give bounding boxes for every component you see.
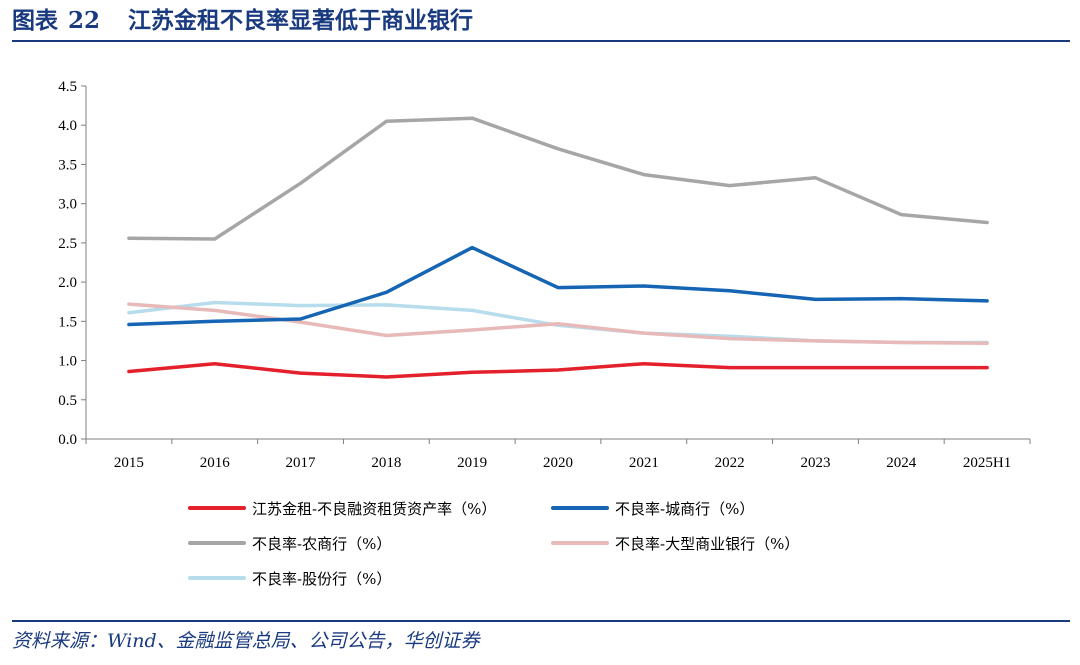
line-chart: 0.0 0.5 1.0 1.5 2.0 2.5 3.0 3.5 4.0 4.5 2015 2016 20… bbox=[58, 79, 1031, 471]
header-rule bbox=[12, 40, 1070, 42]
series-line-3 bbox=[127, 302, 989, 346]
footer-rule bbox=[12, 620, 1070, 622]
x-tick-label: 2019 bbox=[457, 455, 487, 471]
figure-number: 22 bbox=[68, 7, 101, 34]
x-tick-label: 2017 bbox=[286, 455, 317, 471]
y-tick-label: 4.0 bbox=[58, 118, 77, 134]
x-tick-label: 2024 bbox=[886, 455, 917, 471]
x-tick-label: 2021 bbox=[629, 455, 659, 471]
x-tick-label: 2015 bbox=[114, 455, 144, 471]
x-tick-label: 2022 bbox=[715, 455, 745, 471]
legend-item-4: 不良率-股份行（%） bbox=[188, 567, 391, 589]
x-tick-label: 2023 bbox=[800, 455, 830, 471]
legend-swatch bbox=[188, 576, 246, 580]
series-line-1 bbox=[127, 245, 989, 327]
x-tick-label: 2025H1 bbox=[963, 455, 1011, 471]
y-tick-label: 4.5 bbox=[58, 79, 77, 95]
legend-label: 不良率-股份行（%） bbox=[252, 569, 392, 588]
legend-label: 不良率-城商行（%） bbox=[615, 499, 755, 518]
legend-swatch bbox=[551, 541, 609, 545]
legend-label: 不良率-农商行（%） bbox=[252, 534, 392, 553]
y-tick-label: 0.0 bbox=[58, 432, 77, 448]
legend-item-2: 不良率-农商行（%） bbox=[188, 532, 391, 554]
y-tick-label: 3.5 bbox=[58, 157, 77, 173]
series-line-2 bbox=[127, 116, 989, 241]
y-tick-label: 3.0 bbox=[58, 197, 77, 213]
figure-label: 图表 bbox=[12, 7, 58, 34]
figure-title-text: 江苏金租不良率显著低于商业银行 bbox=[128, 7, 474, 34]
legend-item-0: 江苏金租-不良融资租赁资产率（%） bbox=[188, 497, 496, 519]
series-line-0 bbox=[127, 361, 989, 379]
y-tick-label: 1.5 bbox=[58, 314, 77, 330]
source-note: 资料来源：Wind、金融监管总局、公司公告，华创证券 bbox=[12, 630, 480, 652]
legend-item-1: 不良率-城商行（%） bbox=[551, 497, 754, 519]
legend-swatch bbox=[188, 506, 246, 510]
figure-title: 图表 22 江苏金租不良率显著低于商业银行 bbox=[12, 4, 473, 38]
legend-swatch bbox=[188, 541, 246, 545]
y-tick-label: 0.5 bbox=[58, 393, 77, 409]
legend-swatch bbox=[551, 506, 609, 510]
x-tick-label: 2018 bbox=[371, 455, 401, 471]
x-tick-label: 2016 bbox=[200, 455, 231, 471]
x-tick-label: 2020 bbox=[543, 455, 573, 471]
y-tick-label: 1.0 bbox=[58, 354, 77, 370]
y-tick-label: 2.5 bbox=[58, 236, 77, 252]
y-tick-label: 2.0 bbox=[58, 275, 77, 291]
legend-label: 江苏金租-不良融资租赁资产率（%） bbox=[252, 499, 497, 518]
legend-label: 不良率-大型商业银行（%） bbox=[615, 534, 800, 553]
legend-item-3: 不良率-大型商业银行（%） bbox=[551, 532, 799, 554]
